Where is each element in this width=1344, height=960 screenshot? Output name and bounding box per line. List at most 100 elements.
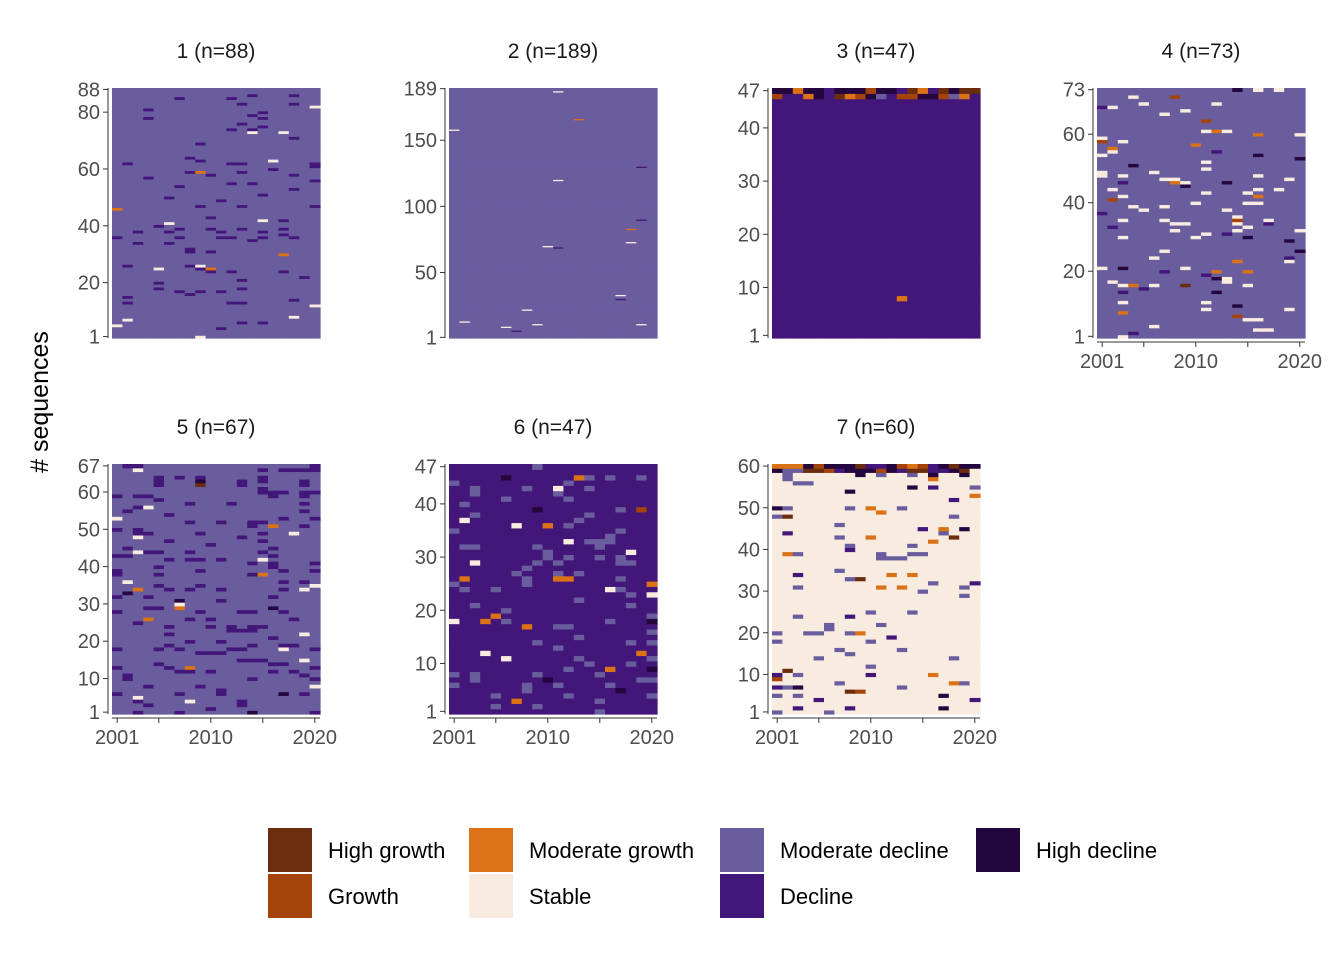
- sequence-cell: [174, 190, 186, 194]
- sequence-cell: [278, 266, 290, 271]
- sequence-cell: [584, 130, 596, 133]
- sequence-cell: [584, 250, 596, 253]
- sequence-cell: [584, 177, 596, 180]
- sequence-cell: [143, 96, 155, 100]
- sequence-cell: [636, 170, 648, 172]
- sequence-cell: [573, 293, 585, 295]
- sequence-cell: [112, 323, 123, 328]
- sequence-cell: [636, 226, 648, 229]
- sequence-cell: [205, 329, 217, 333]
- sequence-cell: [553, 319, 564, 322]
- sequence-cell: [501, 131, 512, 134]
- sequence-cell: [636, 209, 648, 212]
- sequence-cell: [205, 141, 217, 146]
- sequence-cell: [532, 177, 544, 180]
- sequence-cell: [605, 212, 616, 215]
- sequence-cell: [132, 244, 144, 248]
- sequence-cell: [573, 168, 585, 171]
- sequence-cell: [490, 172, 502, 175]
- sequence-cell: [521, 241, 533, 244]
- sequence-cell: [480, 135, 492, 138]
- sequence-cell: [480, 250, 492, 253]
- sequence-cell: [532, 163, 544, 166]
- sequence-cell: [594, 195, 606, 198]
- sequence-cell: [553, 228, 564, 231]
- sequence-cell: [268, 204, 279, 208]
- sequence-cell: [605, 267, 616, 270]
- sequence-cell: [542, 129, 554, 131]
- sequence-cell: [459, 150, 471, 153]
- sequence-cell: [501, 306, 512, 309]
- sequence-cell: [122, 153, 134, 157]
- sequence-cell: [195, 176, 207, 180]
- sequence-cell: [584, 168, 596, 171]
- sequence-cell: [469, 229, 481, 232]
- sequence-cell: [605, 226, 616, 229]
- sequence-cell: [112, 303, 123, 308]
- sequence-cell: [563, 135, 575, 138]
- sequence-cell: [521, 209, 533, 212]
- sequence-cell: [615, 270, 627, 273]
- sequence-cell: [164, 303, 175, 308]
- sequence-cell: [288, 303, 300, 308]
- sequence-cell: [573, 164, 585, 167]
- sequence-cell: [143, 298, 155, 302]
- sequence-cell: [236, 113, 248, 118]
- sequence-cell: [309, 335, 321, 339]
- sequence-cell: [288, 241, 300, 245]
- sequence-cell: [615, 171, 627, 174]
- sequence-cell: [563, 221, 575, 224]
- sequence-cell: [449, 125, 460, 127]
- sequence-cell: [646, 316, 658, 319]
- sequence-cell: [247, 269, 259, 274]
- sequence-cell: [299, 159, 311, 163]
- sequence-cell: [278, 318, 290, 322]
- sequence-cell: [605, 302, 616, 305]
- sequence-cell: [553, 282, 564, 285]
- sequence-cell: [132, 122, 144, 126]
- sequence-cell: [636, 238, 648, 241]
- sequence-cell: [605, 312, 616, 315]
- sequence-cell: [449, 183, 460, 186]
- sequence-cell: [532, 285, 544, 288]
- sequence-cell: [184, 144, 196, 149]
- sequence-cell: [521, 258, 533, 261]
- sequence-cell: [469, 310, 481, 313]
- sequence-cell: [480, 148, 492, 151]
- sequence-cell: [449, 160, 460, 163]
- sequence-cell: [257, 326, 269, 331]
- sequence-cell: [542, 257, 554, 260]
- sequence-cell: [226, 88, 238, 92]
- sequence-cell: [521, 187, 533, 190]
- sequence-cell: [449, 336, 460, 339]
- sequence-cell: [278, 93, 290, 98]
- sequence-cell: [563, 225, 575, 228]
- sequence-cell: [449, 148, 460, 151]
- sequence-cell: [563, 252, 575, 254]
- sequence-cell: [257, 204, 269, 208]
- sequence-cell: [573, 212, 585, 215]
- sequence-cell: [625, 166, 637, 168]
- sequence-cell: [594, 252, 606, 254]
- sequence-cell: [469, 155, 481, 158]
- sequence-cell: [511, 175, 523, 178]
- sequence-cell: [247, 255, 259, 260]
- sequence-cell: [247, 278, 259, 282]
- sequence-cell: [594, 298, 606, 301]
- sequence-cell: [459, 155, 471, 158]
- sequence-cell: [469, 203, 481, 205]
- sequence-cell: [278, 264, 290, 268]
- sequence-cell: [459, 221, 471, 224]
- sequence-cell: [532, 176, 544, 179]
- sequence-cell: [449, 290, 460, 293]
- sequence-cell: [542, 296, 554, 299]
- sequence-cell: [288, 122, 300, 126]
- sequence-cell: [469, 180, 481, 183]
- sequence-cell: [268, 93, 279, 98]
- sequence-cell: [226, 173, 238, 177]
- sequence-cell: [553, 222, 564, 225]
- sequence-cell: [521, 323, 533, 326]
- sequence-cell: [288, 238, 300, 243]
- sequence-cell: [205, 326, 217, 331]
